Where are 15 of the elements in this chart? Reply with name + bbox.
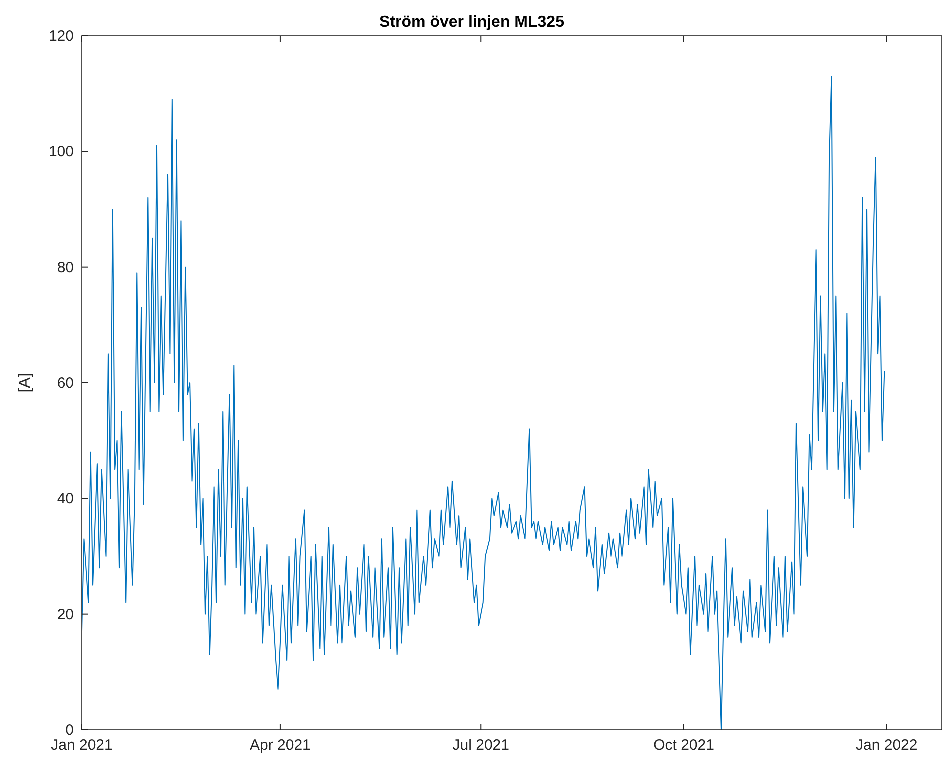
x-tick-label: Apr 2021 (250, 737, 311, 754)
y-tick-label: 20 (57, 606, 74, 624)
y-tick-label: 40 (57, 490, 74, 508)
y-tick-label: 120 (48, 28, 74, 45)
y-axis-title: [A] (17, 373, 34, 393)
y-tick-label: 0 (66, 722, 74, 739)
x-tick-label: Jul 2021 (452, 737, 510, 754)
y-tick-label: 100 (48, 144, 74, 161)
x-tick-label: Jan 2022 (856, 737, 918, 754)
chart-title: Ström över linjen ML325 (380, 14, 565, 31)
y-tick-label: 60 (57, 375, 74, 392)
line-series (82, 76, 886, 730)
x-tick-label: Oct 2021 (654, 737, 714, 754)
x-tick-label: Jan 2021 (51, 737, 113, 754)
y-tick-label: 80 (57, 259, 74, 276)
